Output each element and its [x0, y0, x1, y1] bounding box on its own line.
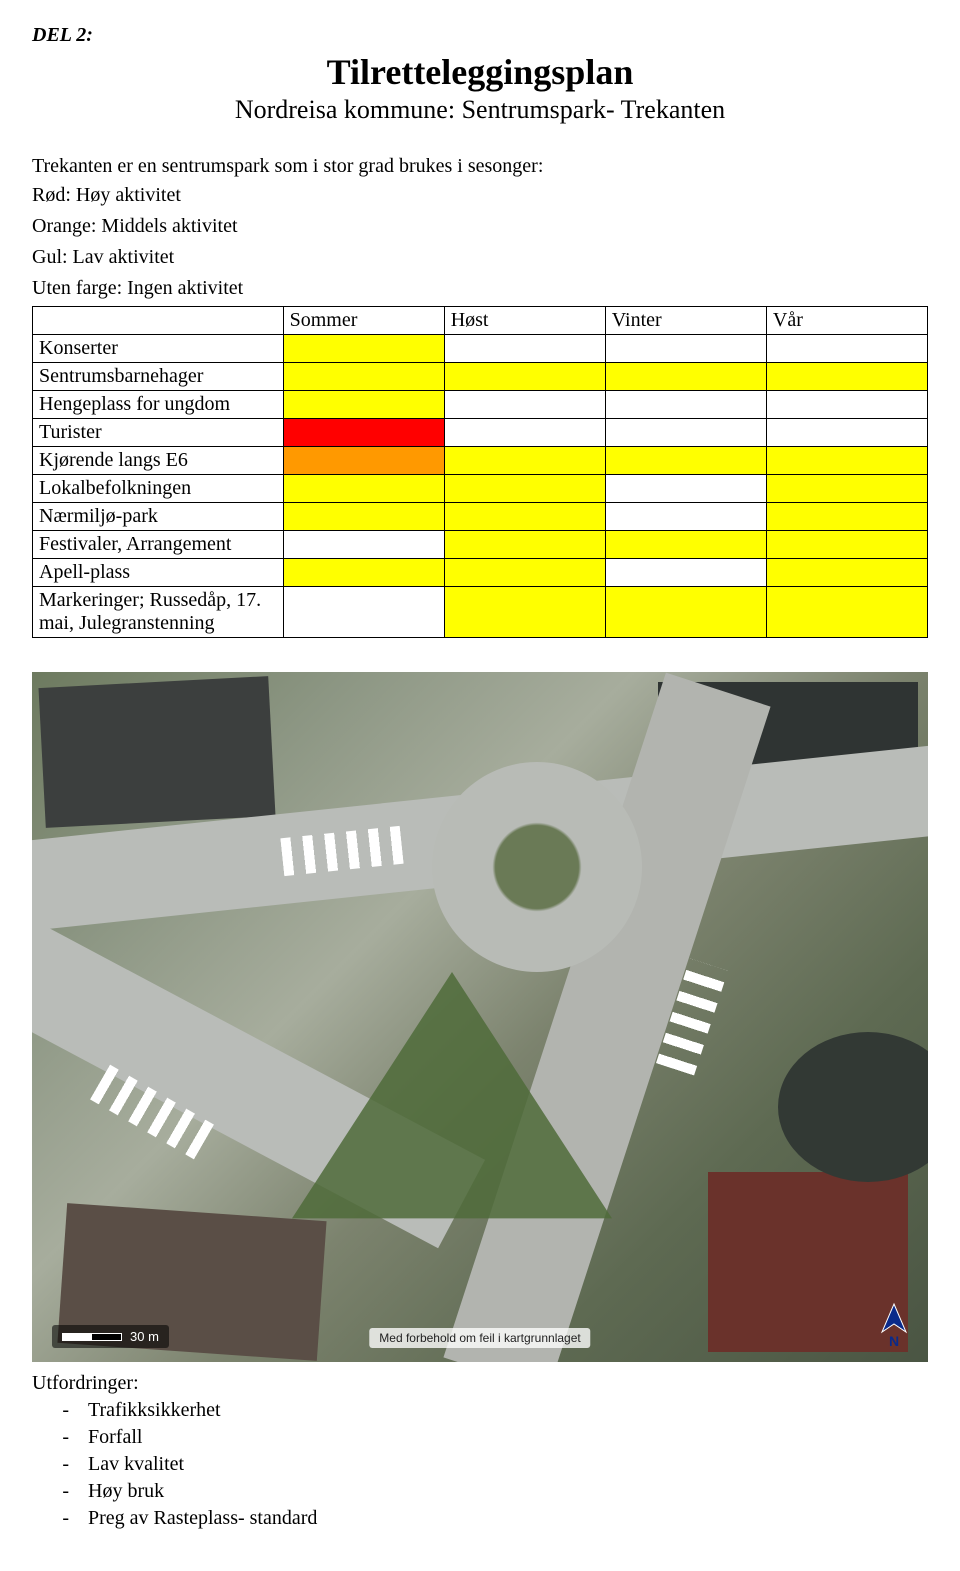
table-row-label: Apell-plass — [33, 559, 284, 587]
table-cell — [283, 419, 444, 447]
table-row: Konserter — [33, 335, 928, 363]
table-cell — [605, 587, 766, 638]
table-cell — [444, 447, 605, 475]
table-cell — [283, 335, 444, 363]
legend-red: Rød: Høy aktivitet — [32, 182, 928, 209]
table-cell — [605, 531, 766, 559]
map-scale-bar — [62, 1333, 122, 1341]
table-row: Hengeplass for ungdom — [33, 391, 928, 419]
table-row-label: Turister — [33, 419, 284, 447]
table-header-season: Høst — [444, 307, 605, 335]
table-cell — [605, 335, 766, 363]
aerial-map: 30 m Med forbehold om feil i kartgrunnla… — [32, 672, 928, 1362]
challenges-item: Høy bruk — [84, 1478, 928, 1505]
table-cell — [766, 559, 927, 587]
table-cell — [283, 559, 444, 587]
table-cell — [766, 503, 927, 531]
part-label: DEL 2: — [32, 24, 928, 47]
map-building — [778, 1032, 928, 1182]
table-cell — [444, 559, 605, 587]
page-subtitle: Nordreisa kommune: Sentrumspark- Trekant… — [32, 95, 928, 125]
table-row: Markeringer; Russedåp, 17. mai, Julegran… — [33, 587, 928, 638]
table-cell — [283, 391, 444, 419]
table-cell — [444, 587, 605, 638]
table-cell — [444, 419, 605, 447]
table-cell — [283, 587, 444, 638]
table-row: Kjørende langs E6 — [33, 447, 928, 475]
table-header-season: Vinter — [605, 307, 766, 335]
table-row-label: Markeringer; Russedåp, 17. mai, Julegran… — [33, 587, 284, 638]
north-label: N — [889, 1333, 899, 1348]
legend-orange: Orange: Middels aktivitet — [32, 213, 928, 240]
table-cell — [283, 531, 444, 559]
challenges-item: Forfall — [84, 1424, 928, 1451]
table-cell — [283, 503, 444, 531]
table-cell — [766, 391, 927, 419]
legend-yellow: Gul: Lav aktivitet — [32, 244, 928, 271]
table-header-blank — [33, 307, 284, 335]
table-cell — [605, 559, 766, 587]
table-row: Nærmiljø-park — [33, 503, 928, 531]
table-row-label: Nærmiljø-park — [33, 503, 284, 531]
challenges-list: TrafikksikkerhetForfallLav kvalitetHøy b… — [32, 1397, 928, 1532]
table-row: Turister — [33, 419, 928, 447]
north-arrow-icon: N — [878, 1302, 910, 1348]
table-cell — [605, 475, 766, 503]
map-scale-label: 30 m — [130, 1329, 159, 1344]
table-cell — [444, 335, 605, 363]
map-building — [38, 676, 275, 828]
challenges-heading: Utfordringer: — [32, 1372, 928, 1395]
map-roundabout — [432, 762, 642, 972]
table-cell — [766, 531, 927, 559]
challenges-item: Preg av Rasteplass- standard — [84, 1505, 928, 1532]
table-cell — [766, 475, 927, 503]
table-row: Apell-plass — [33, 559, 928, 587]
table-row-label: Festivaler, Arrangement — [33, 531, 284, 559]
table-cell — [605, 503, 766, 531]
table-row-label: Kjørende langs E6 — [33, 447, 284, 475]
table-row: Sentrumsbarnehager — [33, 363, 928, 391]
table-cell — [605, 391, 766, 419]
table-head: SommerHøstVinterVår — [33, 307, 928, 335]
challenges-item: Lav kvalitet — [84, 1451, 928, 1478]
table-cell — [444, 391, 605, 419]
legend-none: Uten farge: Ingen aktivitet — [32, 275, 928, 302]
activity-table: SommerHøstVinterVår KonserterSentrumsbar… — [32, 306, 928, 638]
table-row-label: Lokalbefolkningen — [33, 475, 284, 503]
table-body: KonserterSentrumsbarnehagerHengeplass fo… — [33, 335, 928, 638]
table-cell — [766, 419, 927, 447]
map-scale: 30 m — [52, 1325, 169, 1348]
table-cell — [283, 363, 444, 391]
table-cell — [605, 363, 766, 391]
page-title: Tilretteleggingsplan — [32, 51, 928, 93]
table-header-season: Vår — [766, 307, 927, 335]
table-cell — [283, 475, 444, 503]
table-row-label: Hengeplass for ungdom — [33, 391, 284, 419]
table-cell — [766, 335, 927, 363]
table-row: Lokalbefolkningen — [33, 475, 928, 503]
intro-text: Trekanten er en sentrumspark som i stor … — [32, 153, 928, 180]
table-cell — [766, 447, 927, 475]
table-cell — [766, 363, 927, 391]
table-cell — [605, 447, 766, 475]
table-cell — [444, 531, 605, 559]
table-row-label: Sentrumsbarnehager — [33, 363, 284, 391]
table-row-label: Konserter — [33, 335, 284, 363]
table-cell — [444, 475, 605, 503]
table-row: Festivaler, Arrangement — [33, 531, 928, 559]
table-cell — [444, 363, 605, 391]
map-attribution: Med forbehold om feil i kartgrunnlaget — [369, 1328, 590, 1348]
table-cell — [605, 419, 766, 447]
table-cell — [766, 587, 927, 638]
table-cell — [444, 503, 605, 531]
table-header-season: Sommer — [283, 307, 444, 335]
table-cell — [283, 447, 444, 475]
challenges-item: Trafikksikkerhet — [84, 1397, 928, 1424]
